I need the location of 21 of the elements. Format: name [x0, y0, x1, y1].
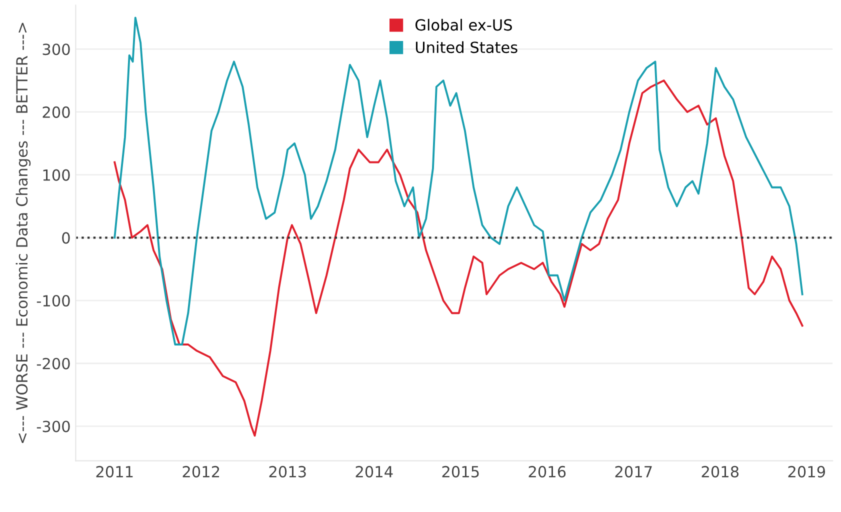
- y-tick-label: -200: [36, 358, 70, 370]
- x-tick-label: 2015: [442, 466, 479, 478]
- x-tick-label: 2012: [182, 466, 220, 478]
- y-tick-label: -300: [36, 420, 70, 432]
- legend-label: Global ex-US: [415, 18, 512, 31]
- x-tick-label: 2013: [269, 466, 306, 478]
- x-tick-label: 2014: [356, 466, 393, 478]
- x-tick-label: 2016: [528, 466, 566, 478]
- x-tick-label: 2019: [788, 466, 826, 478]
- y-tick-label: 200: [42, 106, 70, 118]
- y-tick-label: -100: [36, 294, 70, 307]
- x-tick-label: 2018: [702, 466, 739, 478]
- x-tick-label: 2011: [96, 466, 133, 478]
- y-tick-label: 300: [42, 44, 70, 56]
- y-axis-title: <--- WORSE --- Economic Data Changes --- BETTER --->: [16, 22, 31, 444]
- line-series: [114, 16, 804, 346]
- line-series: [114, 80, 804, 437]
- legend-label: United States: [416, 41, 518, 54]
- x-tick-label: 2017: [615, 466, 652, 478]
- y-tick-label: 0: [62, 232, 70, 244]
- y-tick-label: 100: [43, 169, 70, 181]
